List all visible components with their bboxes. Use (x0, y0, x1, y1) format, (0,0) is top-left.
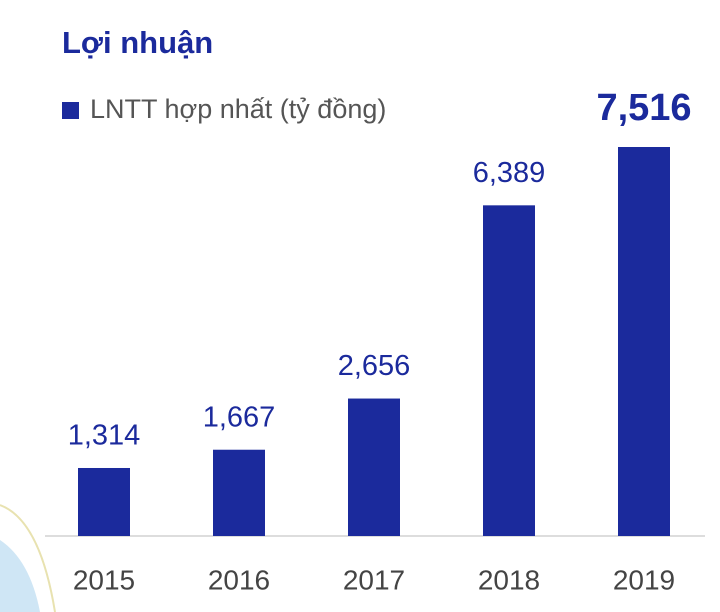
bar (483, 205, 535, 537)
legend-swatch (62, 102, 79, 119)
value-label: 2,656 (338, 350, 411, 382)
chart-title: Lợi nhuận (62, 25, 213, 60)
value-label: 7,516 (596, 87, 691, 129)
decoration (0, 504, 56, 612)
bar (213, 449, 265, 536)
value-label: 1,314 (68, 420, 141, 452)
value-label: 1,667 (203, 401, 276, 433)
bar (78, 467, 130, 536)
bar (348, 398, 400, 536)
x-tick-label: 2016 (208, 564, 270, 595)
x-tick-label: 2019 (613, 564, 675, 595)
decoration (0, 540, 40, 612)
value-label: 6,389 (473, 157, 546, 189)
legend-label: LNTT hợp nhất (tỷ đồng) (90, 94, 386, 124)
x-tick-label: 2018 (478, 564, 540, 595)
x-tick-label: 2017 (343, 564, 405, 595)
bar (618, 147, 670, 536)
x-tick-label: 2015 (73, 564, 135, 595)
